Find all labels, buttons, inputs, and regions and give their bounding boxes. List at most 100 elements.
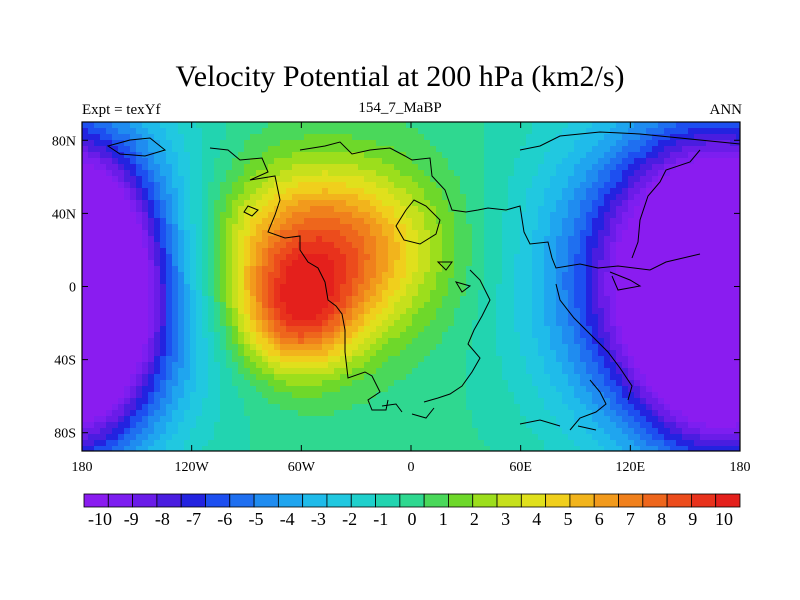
- field-cell: [640, 134, 647, 141]
- field-cell: [352, 380, 359, 387]
- field-cell: [604, 314, 611, 321]
- field-cell: [676, 248, 683, 255]
- field-cell: [226, 152, 233, 159]
- field-cell: [418, 374, 425, 381]
- field-cell: [712, 248, 719, 255]
- field-cell: [682, 122, 689, 129]
- field-cell: [652, 200, 659, 207]
- field-cell: [604, 152, 611, 159]
- field-cell: [118, 374, 125, 381]
- field-cell: [418, 266, 425, 273]
- field-cell: [190, 320, 197, 327]
- field-cell: [298, 392, 305, 399]
- field-cell: [628, 344, 635, 351]
- field-cell: [196, 314, 203, 321]
- field-cell: [202, 308, 209, 315]
- field-cell: [484, 146, 491, 153]
- field-cell: [184, 266, 191, 273]
- field-cell: [334, 272, 341, 279]
- field-cell: [688, 314, 695, 321]
- field-cell: [496, 164, 503, 171]
- field-cell: [460, 278, 467, 285]
- field-cell: [286, 152, 293, 159]
- field-cell: [100, 356, 107, 363]
- field-cell: [214, 236, 221, 243]
- field-cell: [232, 146, 239, 153]
- field-cell: [268, 248, 275, 255]
- field-cell: [106, 230, 113, 237]
- field-cell: [718, 206, 725, 213]
- field-cell: [586, 182, 593, 189]
- field-cell: [664, 158, 671, 165]
- field-cell: [244, 338, 251, 345]
- field-cell: [688, 194, 695, 201]
- field-cell: [322, 134, 329, 141]
- field-cell: [160, 296, 167, 303]
- field-cell: [352, 146, 359, 153]
- field-cell: [124, 290, 131, 297]
- field-cell: [460, 134, 467, 141]
- field-cell: [184, 248, 191, 255]
- field-cell: [124, 368, 131, 375]
- field-cell: [532, 320, 539, 327]
- field-cell: [214, 254, 221, 261]
- field-cell: [478, 374, 485, 381]
- field-cell: [328, 212, 335, 219]
- field-cell: [448, 290, 455, 297]
- field-cell: [658, 320, 665, 327]
- field-cell: [232, 332, 239, 339]
- field-cell: [706, 194, 713, 201]
- field-cell: [436, 128, 443, 135]
- field-cell: [364, 248, 371, 255]
- field-cell: [544, 182, 551, 189]
- field-cell: [472, 212, 479, 219]
- field-cell: [694, 194, 701, 201]
- field-cell: [142, 386, 149, 393]
- field-cell: [304, 188, 311, 195]
- field-cell: [736, 338, 741, 345]
- field-cell: [184, 170, 191, 177]
- field-cell: [694, 242, 701, 249]
- field-cell: [274, 368, 281, 375]
- field-cell: [406, 236, 413, 243]
- field-cell: [292, 254, 299, 261]
- field-cell: [436, 320, 443, 327]
- field-cell: [280, 308, 287, 315]
- field-cell: [376, 164, 383, 171]
- field-cell: [592, 260, 599, 267]
- field-cell: [328, 338, 335, 345]
- field-cell: [292, 272, 299, 279]
- field-cell: [562, 344, 569, 351]
- field-cell: [460, 224, 467, 231]
- field-cell: [364, 260, 371, 267]
- field-cell: [238, 296, 245, 303]
- field-cell: [634, 146, 641, 153]
- field-cell: [250, 248, 257, 255]
- field-cell: [466, 356, 473, 363]
- field-cell: [712, 326, 719, 333]
- field-cell: [136, 392, 143, 399]
- field-cell: [112, 386, 119, 393]
- field-cell: [214, 164, 221, 171]
- field-cell: [634, 140, 641, 147]
- field-cell: [406, 344, 413, 351]
- field-cell: [142, 218, 149, 225]
- field-cell: [490, 170, 497, 177]
- field-cell: [166, 320, 173, 327]
- field-cell: [382, 338, 389, 345]
- field-cell: [538, 188, 545, 195]
- field-cell: [310, 374, 317, 381]
- field-cell: [538, 296, 545, 303]
- field-cell: [592, 164, 599, 171]
- field-cell: [628, 314, 635, 321]
- field-cell: [586, 278, 593, 285]
- field-cell: [550, 200, 557, 207]
- field-cell: [682, 200, 689, 207]
- field-cell: [640, 248, 647, 255]
- field-cell: [454, 128, 461, 135]
- field-cell: [496, 140, 503, 147]
- field-cell: [406, 278, 413, 285]
- field-cell: [640, 140, 647, 147]
- field-cell: [664, 236, 671, 243]
- field-cell: [436, 242, 443, 249]
